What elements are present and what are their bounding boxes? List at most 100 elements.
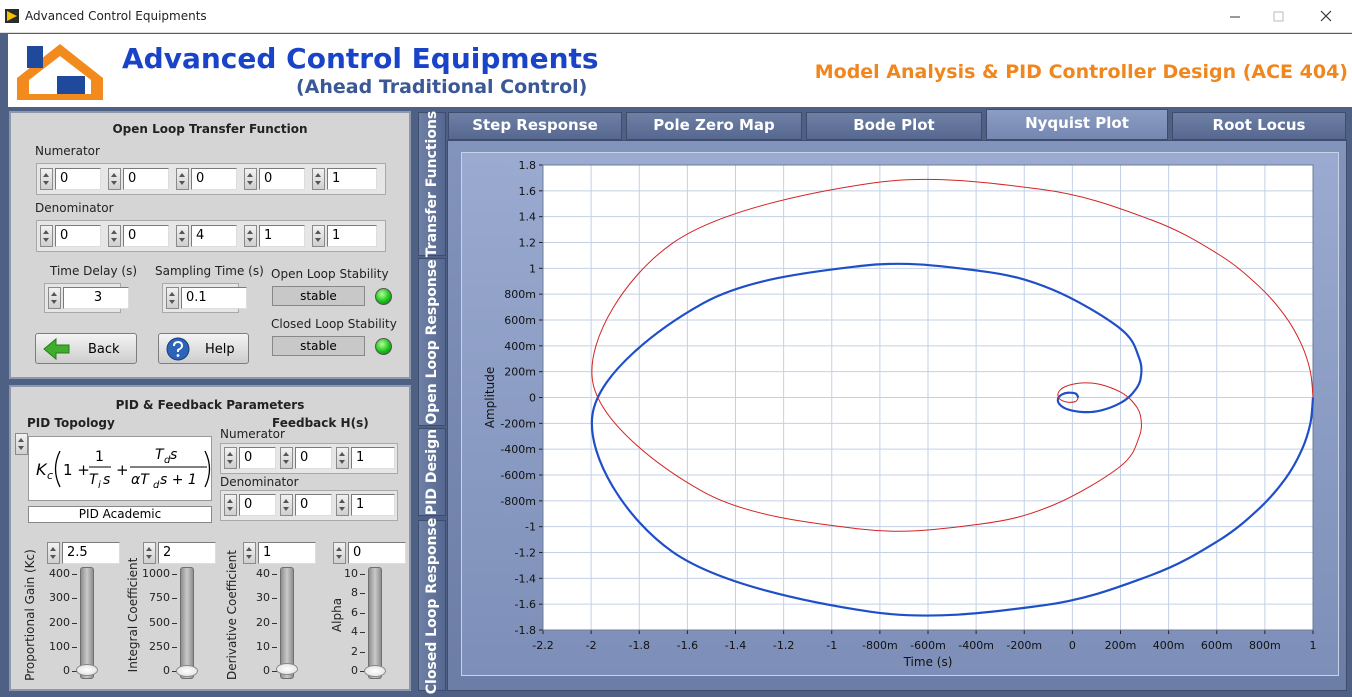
x-tick-label: 0: [1069, 639, 1076, 652]
tab[interactable]: Step Response: [448, 112, 622, 140]
spinner[interactable]: [40, 168, 53, 190]
spinner[interactable]: [312, 225, 325, 247]
spinner[interactable]: [280, 447, 293, 469]
topology-value: PID Academic: [28, 506, 212, 523]
x-tick-label: 800m: [1249, 639, 1281, 652]
spinner[interactable]: [40, 225, 53, 247]
side-tab[interactable]: Closed Loop Response: [418, 517, 446, 694]
slider-thumb[interactable]: [364, 665, 386, 677]
open-loop-stability: stable: [272, 286, 365, 306]
formula-c: c: [47, 469, 53, 482]
spinner[interactable]: [224, 447, 237, 469]
slider-tick: [360, 574, 365, 575]
numeric-input[interactable]: 1: [327, 225, 377, 247]
spinner[interactable]: [336, 494, 349, 516]
spinner[interactable]: [47, 542, 60, 564]
side-tab-label: Open Loop Response: [424, 259, 440, 425]
numeric-input[interactable]: 1: [259, 225, 305, 247]
back-button[interactable]: Back: [35, 333, 137, 364]
help-icon: [166, 337, 190, 361]
y-tick-label: 1.4: [519, 211, 537, 224]
numeric-input[interactable]: 1: [351, 447, 395, 469]
slider-tick: [172, 671, 177, 672]
spinner[interactable]: [336, 447, 349, 469]
spinner[interactable]: [108, 168, 121, 190]
numeric-input[interactable]: 1: [258, 542, 316, 564]
numeric-input[interactable]: 0: [239, 447, 276, 469]
logo: [17, 44, 103, 100]
slider-scale-label: 10: [256, 639, 270, 653]
tab[interactable]: Pole Zero Map: [626, 112, 802, 140]
y-tick-label: 0: [529, 392, 536, 405]
y-tick-label: 400m: [504, 340, 536, 353]
x-tick-label: -1: [826, 639, 837, 652]
slider-tick: [72, 598, 77, 600]
numeric-input[interactable]: 0: [123, 225, 169, 247]
formula-d2: d: [153, 480, 160, 491]
numeric-input[interactable]: 0: [259, 168, 305, 190]
spinner[interactable]: [224, 494, 237, 516]
numeric-input[interactable]: 0: [191, 168, 237, 190]
side-tab[interactable]: Open Loop Response: [418, 258, 446, 426]
slider-thumb[interactable]: [76, 664, 98, 677]
spinner[interactable]: [176, 225, 189, 247]
slider-track: [180, 567, 194, 679]
spinner[interactable]: [108, 225, 121, 247]
topology-ring[interactable]: [15, 433, 28, 455]
slider-tick: [360, 593, 365, 595]
tab[interactable]: Bode Plot: [806, 112, 982, 140]
numeric-input[interactable]: 3: [63, 287, 129, 309]
numeric-input[interactable]: 0: [55, 168, 101, 190]
numeric-input[interactable]: 0: [123, 168, 169, 190]
fb-numerator-label: Numerator: [220, 427, 285, 441]
product-title: Model Analysis & PID Controller Design (…: [814, 61, 1348, 83]
numeric-input[interactable]: 0: [348, 542, 406, 564]
x-tick-label: -800m: [862, 639, 898, 652]
slider-scale-label: 500: [149, 615, 170, 629]
x-tick-label: -1.2: [773, 639, 794, 652]
spinner[interactable]: [244, 168, 257, 190]
formula-d: d: [164, 455, 171, 466]
numeric-input[interactable]: 0: [295, 494, 332, 516]
formula-k: K: [36, 460, 48, 479]
spinner[interactable]: [333, 542, 346, 564]
panel-title: Open Loop Transfer Function: [112, 122, 308, 136]
x-tick-label: -1.6: [677, 639, 698, 652]
side-tab[interactable]: PID Design: [418, 428, 446, 516]
window-title: Advanced Control Equipments: [25, 9, 207, 23]
spinner[interactable]: [48, 287, 61, 309]
numeric-input[interactable]: 1: [351, 494, 395, 516]
spinner[interactable]: [143, 542, 156, 564]
numeric-input[interactable]: 0: [55, 225, 101, 247]
numeric-input[interactable]: 2: [158, 542, 216, 564]
slider-scale-label: 400: [49, 567, 70, 580]
numerator-label: Numerator: [35, 144, 100, 158]
slider-scale-label: 10: [344, 567, 358, 580]
spinner[interactable]: [312, 168, 325, 190]
side-tab[interactable]: Transfer Functions: [418, 111, 446, 257]
slider-thumb[interactable]: [176, 664, 198, 677]
slider-thumb[interactable]: [276, 662, 298, 675]
x-tick-label: 200m: [1105, 639, 1137, 652]
numeric-input[interactable]: 0: [239, 494, 276, 516]
numeric-input[interactable]: 2.5: [62, 542, 120, 564]
tab[interactable]: Root Locus: [1172, 112, 1346, 140]
spinner[interactable]: [280, 494, 293, 516]
tab[interactable]: Nyquist Plot: [986, 109, 1168, 140]
numeric-input[interactable]: 1: [327, 168, 377, 190]
sampling-time-label: Sampling Time (s): [155, 264, 264, 278]
spinner[interactable]: [166, 287, 179, 309]
slider-scale-label: 6: [351, 605, 358, 619]
open-loop-led: [375, 288, 392, 305]
x-tick-label: -400m: [958, 639, 994, 652]
title-bar: Advanced Control Equipments: [0, 0, 1352, 33]
spinner[interactable]: [176, 168, 189, 190]
numeric-input[interactable]: 0: [295, 447, 332, 469]
header-title: Advanced Control Equipments: [122, 42, 599, 75]
spinner[interactable]: [244, 225, 257, 247]
numeric-input[interactable]: 4: [191, 225, 237, 247]
help-button[interactable]: Help: [158, 333, 249, 364]
numeric-input[interactable]: 0.1: [181, 287, 247, 309]
slider-scale-label: 200: [49, 615, 70, 629]
spinner[interactable]: [243, 542, 256, 564]
